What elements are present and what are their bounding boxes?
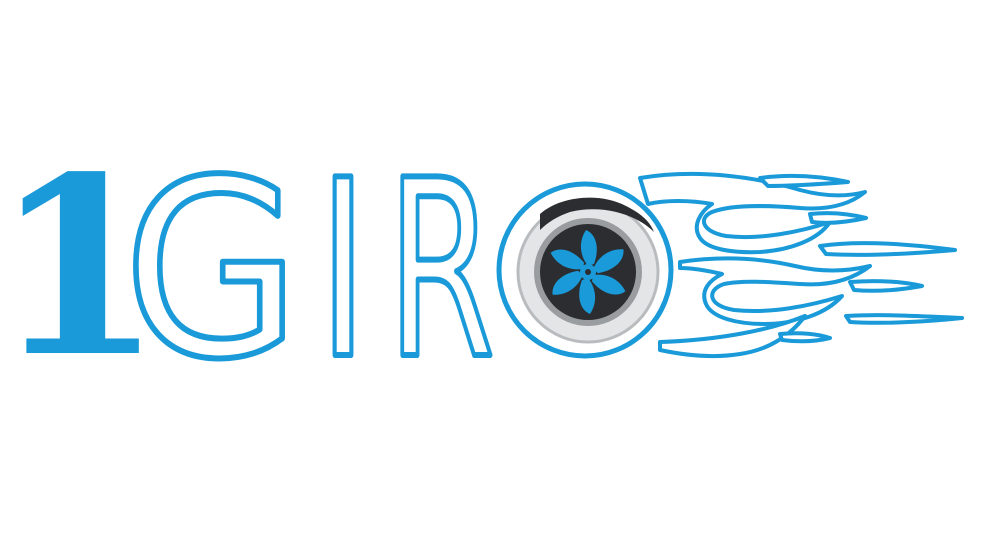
logo-letter-o: O [496,181,674,359]
logo-letter-r: R [387,128,495,413]
logo-digit-one: 1 [0,123,163,411]
logo-letter-g: G [123,128,301,413]
logo-letter-i: I [318,128,368,413]
speed-flames-icon [638,171,964,359]
turbo-fan-icon [550,230,626,314]
